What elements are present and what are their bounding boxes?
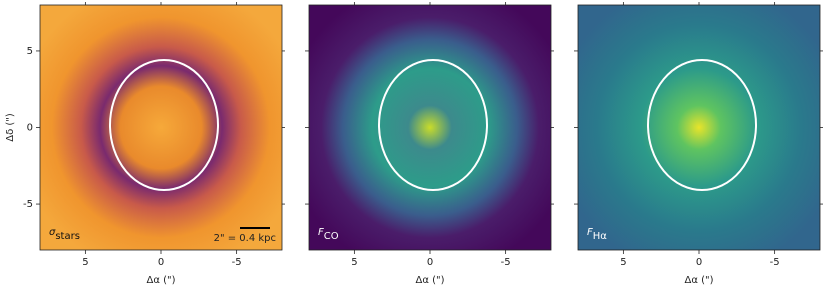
scale-bar-label: 2" = 0.4 kpc bbox=[214, 233, 276, 244]
x-tick-label: 5 bbox=[351, 257, 357, 268]
x-tick-label: 0 bbox=[696, 257, 702, 268]
x-tick-label: -5 bbox=[501, 257, 511, 268]
y-tick-label: 5 bbox=[27, 46, 33, 57]
image-map bbox=[309, 5, 551, 250]
x-axis-label: Δα (") bbox=[415, 275, 444, 286]
panel-label: FHα bbox=[587, 227, 607, 242]
y-tick-label: 0 bbox=[27, 123, 33, 134]
x-tick-label: 5 bbox=[620, 257, 626, 268]
label-symbol: F bbox=[318, 227, 324, 238]
x-tick-label: 0 bbox=[158, 257, 164, 268]
y-tick-label: -5 bbox=[23, 199, 33, 210]
x-tick-label: 5 bbox=[82, 257, 88, 268]
image-map bbox=[40, 5, 282, 250]
x-axis-label: Δα (") bbox=[146, 275, 175, 286]
x-axis-label: Δα (") bbox=[684, 275, 713, 286]
panel-label: σstars bbox=[49, 227, 80, 242]
image-map bbox=[578, 5, 820, 250]
label-symbol: F bbox=[587, 227, 593, 238]
x-tick-label: 0 bbox=[427, 257, 433, 268]
panel-label: FCO bbox=[318, 227, 339, 242]
aperture-ellipse bbox=[109, 59, 219, 191]
label-subscript: stars bbox=[55, 231, 80, 242]
aperture-ellipse bbox=[647, 59, 757, 191]
y-axis-label: Δδ (") bbox=[5, 113, 16, 142]
label-subscript: CO bbox=[324, 231, 339, 242]
x-tick-label: -5 bbox=[770, 257, 780, 268]
label-subscript: Hα bbox=[593, 231, 608, 242]
label-symbol: σ bbox=[49, 227, 56, 238]
x-tick-label: -5 bbox=[232, 257, 242, 268]
aperture-ellipse bbox=[378, 59, 488, 191]
